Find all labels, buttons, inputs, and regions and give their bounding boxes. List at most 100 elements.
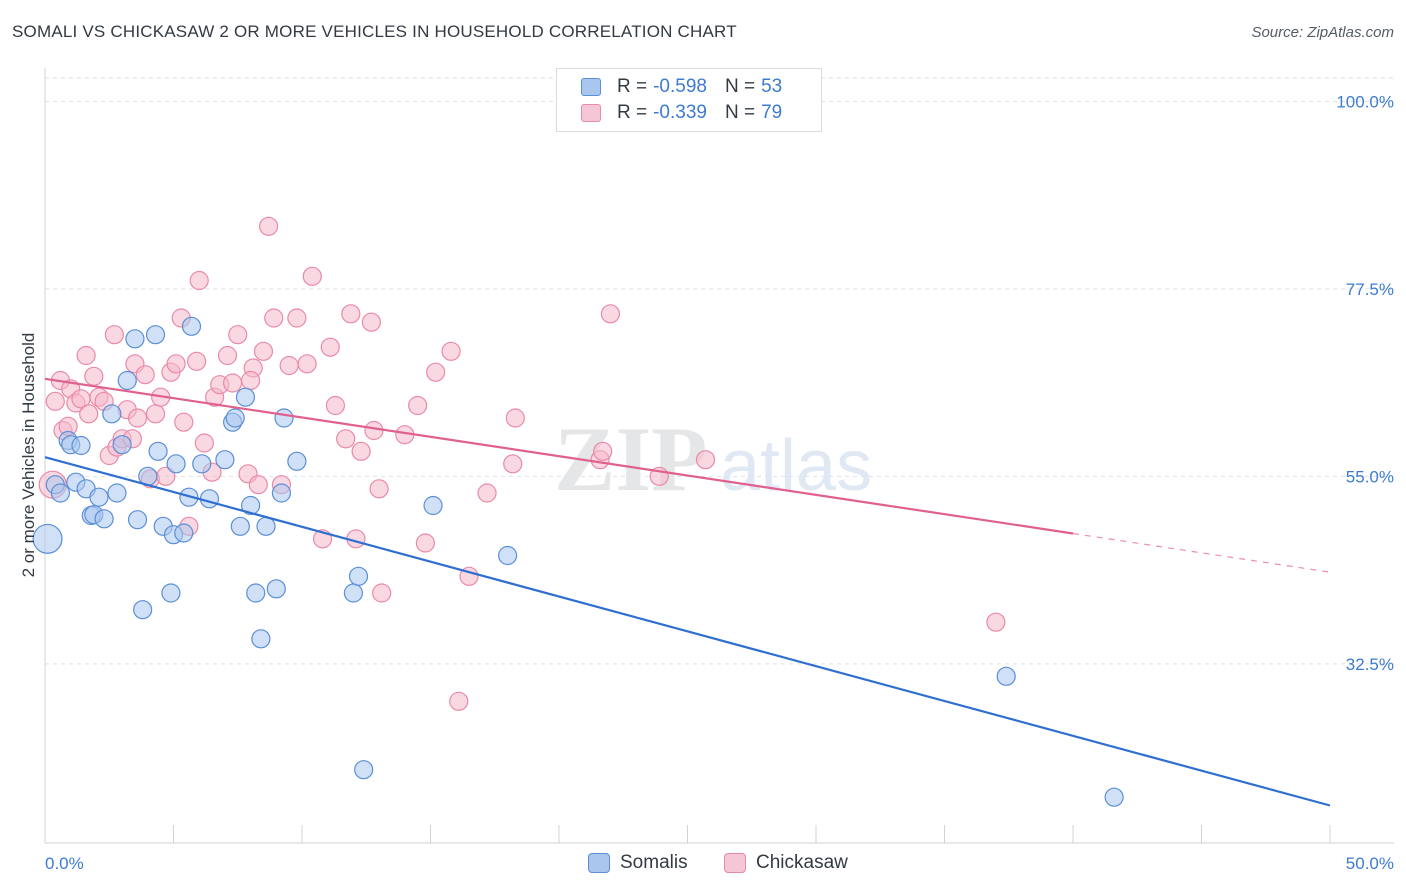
legend-n-label: N = bbox=[724, 102, 756, 123]
chickasaw-point bbox=[76, 345, 96, 366]
somali-swatch bbox=[581, 78, 601, 96]
somali-point bbox=[996, 666, 1016, 686]
y-tick-label: 77.5% bbox=[1346, 280, 1394, 299]
somali-point bbox=[161, 583, 181, 603]
stats-legend: R = -0.598 N = 53 R = -0.339 N = 79 bbox=[556, 68, 822, 132]
chickasaw-point bbox=[695, 450, 716, 470]
somali-point bbox=[235, 387, 256, 407]
chickasaw-point bbox=[600, 304, 621, 324]
chickasaw-point bbox=[593, 441, 613, 461]
somali-point bbox=[498, 545, 518, 566]
chickasaw-point bbox=[426, 362, 446, 382]
somali-point bbox=[181, 316, 202, 336]
chickasaw-point bbox=[135, 365, 155, 385]
y-tick-label: 32.5% bbox=[1346, 655, 1394, 674]
chickasaw-point bbox=[174, 412, 194, 432]
chickasaw-point bbox=[194, 433, 214, 453]
somali-point bbox=[423, 495, 443, 516]
chickasaw-point bbox=[45, 391, 65, 411]
somali-point bbox=[50, 483, 71, 503]
somali-point bbox=[117, 370, 137, 391]
somali-point bbox=[145, 325, 166, 345]
somali-point bbox=[251, 629, 271, 649]
legend-somalis-label: Somalis bbox=[620, 852, 688, 873]
chickasaw-point bbox=[241, 370, 261, 391]
chickasaw-swatch bbox=[581, 104, 601, 122]
chickasaw-point bbox=[302, 266, 322, 286]
trend-lines bbox=[44, 377, 1331, 807]
somali-point bbox=[274, 408, 294, 428]
legend-row-somali: R = -0.598 N = 53 bbox=[581, 75, 782, 99]
chickasaw-point bbox=[505, 408, 525, 428]
chickasaw-points bbox=[38, 216, 1006, 711]
somali-points bbox=[32, 316, 1124, 807]
chickasaw-point bbox=[248, 475, 268, 495]
chickasaw-point bbox=[264, 308, 284, 328]
chickasaw-point bbox=[297, 354, 317, 374]
chickasaw-point bbox=[449, 691, 469, 711]
chickasaw-point bbox=[441, 341, 461, 361]
source-label: Source: ZipAtlas.com bbox=[1251, 24, 1394, 41]
chickasaw-point bbox=[351, 441, 371, 461]
somali-point bbox=[246, 583, 266, 603]
chickasaw-point bbox=[287, 308, 307, 328]
chickasaw-point bbox=[986, 612, 1006, 632]
x-tick-label-min: 0.0% bbox=[45, 854, 84, 873]
somali-point bbox=[148, 441, 168, 461]
somali-point bbox=[133, 600, 153, 620]
y-tick-label: 55.0% bbox=[1346, 467, 1394, 486]
y-tick-label: 100.0% bbox=[1336, 92, 1394, 111]
legend-item-somalis: Somalis bbox=[588, 852, 688, 874]
legend-r-value: -0.598 bbox=[653, 76, 707, 97]
somali-point bbox=[71, 435, 91, 456]
somali-point bbox=[225, 408, 245, 428]
chickasaw-point bbox=[223, 373, 243, 393]
chickasaw-point bbox=[372, 583, 392, 603]
chickasaw-point bbox=[228, 325, 248, 345]
chickasaw-point bbox=[145, 404, 166, 424]
y-tick-labels: 32.5% 55.0% 77.5% 100.0% bbox=[1336, 92, 1394, 674]
legend-r-value: -0.339 bbox=[653, 102, 707, 123]
somali-point bbox=[354, 760, 374, 780]
somali-point bbox=[230, 516, 250, 536]
legend-chickasaw-label: Chickasaw bbox=[756, 852, 848, 873]
chickasaw-point bbox=[279, 355, 299, 376]
somali-point bbox=[127, 510, 148, 530]
y-axis-label: 2 or more Vehicles in Household bbox=[19, 333, 38, 578]
chickasaw-point bbox=[336, 429, 356, 449]
somali-point bbox=[266, 579, 286, 599]
chickasaw-legend-swatch bbox=[724, 853, 746, 873]
chickasaw-point bbox=[104, 325, 124, 345]
legend-r-label: R = bbox=[617, 102, 648, 123]
chickasaw-point bbox=[364, 420, 384, 441]
somali-point bbox=[343, 583, 363, 603]
legend-r-label: R = bbox=[617, 76, 648, 97]
chickasaw-point bbox=[503, 454, 523, 474]
somali-point bbox=[174, 523, 194, 543]
chart-title: SOMALI VS CHICKASAW 2 OR MORE VEHICLES I… bbox=[12, 22, 737, 41]
chickasaw-point bbox=[320, 337, 340, 357]
somali-point bbox=[102, 404, 122, 424]
chickasaw-point bbox=[79, 404, 99, 424]
legend-n-value: 53 bbox=[761, 76, 783, 97]
chickasaw-point bbox=[84, 366, 104, 386]
somali-point bbox=[166, 454, 186, 474]
legend-row-chickasaw: R = -0.339 N = 79 bbox=[581, 101, 782, 125]
chickasaw-point bbox=[408, 395, 428, 416]
watermark-atlas: atlas bbox=[720, 426, 872, 506]
chickasaw-point bbox=[187, 351, 207, 371]
chickasaw-point bbox=[253, 341, 274, 361]
chickasaw-point bbox=[361, 312, 381, 332]
somali-point bbox=[287, 451, 307, 471]
series-legend: Somalis Chickasaw bbox=[0, 852, 1406, 876]
somali-point bbox=[192, 454, 212, 474]
x-tick-label-max: 50.0% bbox=[1346, 854, 1394, 873]
somali-point bbox=[32, 523, 63, 554]
chickasaw-point bbox=[477, 483, 497, 503]
axes bbox=[44, 68, 1394, 844]
somali-point bbox=[271, 483, 292, 503]
chickasaw-point bbox=[189, 270, 209, 291]
chickasaw-point bbox=[325, 395, 346, 416]
chickasaw-point bbox=[415, 533, 435, 553]
somali-point bbox=[112, 435, 132, 455]
